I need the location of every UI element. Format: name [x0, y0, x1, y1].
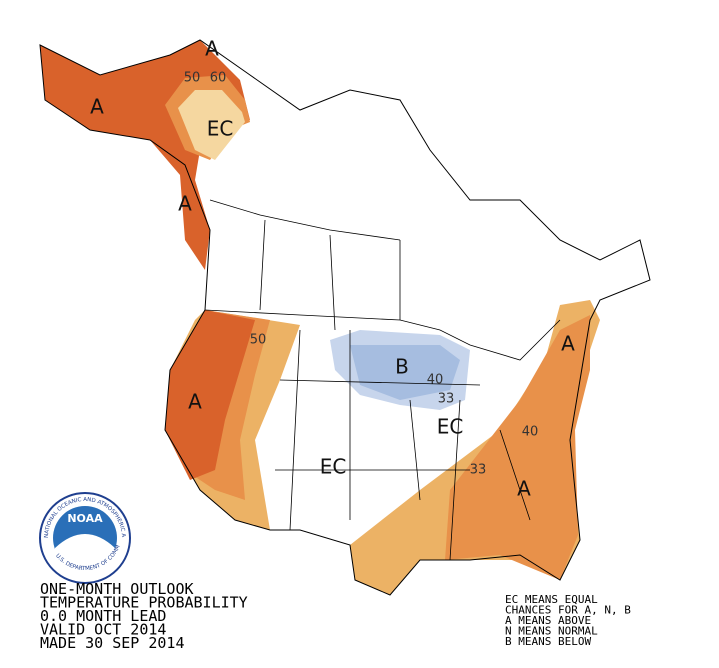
title-line: 0.0 MONTH LEAD — [40, 607, 166, 625]
above-region — [178, 90, 245, 160]
map-label: B — [395, 355, 409, 379]
contour-label: 33 — [470, 463, 487, 478]
contour-label: 40 — [427, 373, 444, 388]
map-label: A — [90, 95, 104, 119]
map-label: A — [188, 390, 202, 414]
map-label: EC — [320, 455, 347, 479]
map-label: A — [178, 192, 192, 216]
above-region — [165, 310, 255, 480]
title-line: TEMPERATURE PROBABILITY — [40, 594, 248, 612]
contour-label: 40 — [522, 425, 539, 440]
logo-gull — [55, 534, 115, 570]
below-region — [350, 345, 460, 400]
legend-line: CHANCES FOR A, N, B — [505, 604, 631, 617]
legend-line: EC MEANS EQUAL — [505, 593, 598, 606]
coastline — [39, 39, 651, 596]
map-label: A — [517, 477, 531, 501]
map-label: EC — [437, 415, 464, 439]
contour-label: 50 — [184, 71, 201, 86]
contour-label: 60 — [210, 71, 227, 86]
title-line: MADE 30 SEP 2014 — [40, 634, 185, 652]
legend-line: B MEANS BELOW — [505, 635, 591, 648]
logo-name: NOAA — [67, 512, 103, 525]
state-border — [259, 219, 531, 561]
above-region — [40, 40, 250, 270]
contour-label: 50 — [250, 333, 267, 348]
map-label: A — [205, 37, 219, 61]
title-line: VALID OCT 2014 — [40, 621, 166, 639]
contour-label: 33 — [438, 392, 455, 407]
legend-line: N MEANS NORMAL — [505, 625, 598, 638]
above-region — [445, 315, 590, 580]
border — [209, 199, 401, 241]
border — [204, 309, 561, 361]
map-label: EC — [207, 117, 234, 141]
legend-line: A MEANS ABOVE — [505, 614, 591, 627]
title-line: ONE-MONTH OUTLOOK — [40, 580, 194, 598]
map-label: A — [561, 332, 575, 356]
